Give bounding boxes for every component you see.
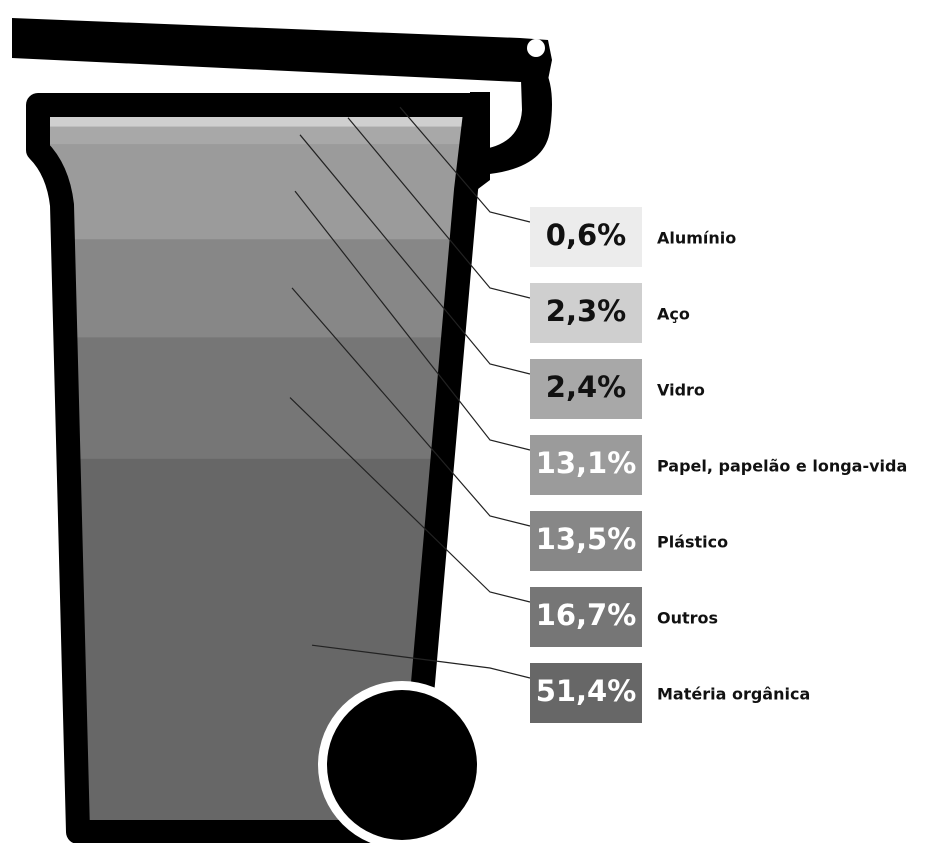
category-label: Plástico [657, 533, 728, 552]
bin-lid [12, 18, 552, 82]
value-box [530, 283, 642, 343]
value-label: 16,7% [536, 598, 637, 632]
category-label: Matéria orgânica [657, 685, 810, 704]
bin-outline [26, 93, 488, 843]
labels: 0,6% Alumínio 2,3% Aço 2,4% Vidro 13,1% Papel, … [289, 106, 907, 723]
leader-line [299, 134, 531, 375]
hinge-hole [527, 39, 545, 57]
value-box [530, 663, 642, 723]
leader-line [294, 190, 531, 451]
value-label: 13,5% [536, 522, 637, 556]
leader-line [289, 397, 531, 603]
leader-line [291, 287, 531, 527]
value-label: 13,1% [536, 446, 637, 480]
leader-line [347, 117, 531, 299]
value-label: 51,4% [536, 674, 637, 708]
leader-line [311, 644, 531, 679]
category-label: Alumínio [657, 229, 736, 248]
category-label: Papel, papelão e longa-vida [657, 457, 907, 476]
value-label: 2,3% [546, 294, 626, 328]
bin-hinge [478, 50, 552, 175]
value-label: 0,6% [546, 218, 626, 252]
bin-layer [38, 126, 476, 145]
category-label: Vidro [657, 381, 705, 400]
value-box [530, 359, 642, 419]
bin-layer [38, 143, 476, 240]
bin-layer [38, 238, 476, 338]
category-label: Aço [657, 305, 690, 324]
wheel [327, 690, 477, 840]
bin-layer [38, 336, 476, 459]
value-box [530, 435, 642, 495]
leader-line [399, 106, 531, 223]
value-label: 2,4% [546, 370, 626, 404]
value-box [530, 511, 642, 571]
category-label: Outros [657, 609, 718, 628]
value-box [530, 587, 642, 647]
value-box [530, 207, 642, 267]
